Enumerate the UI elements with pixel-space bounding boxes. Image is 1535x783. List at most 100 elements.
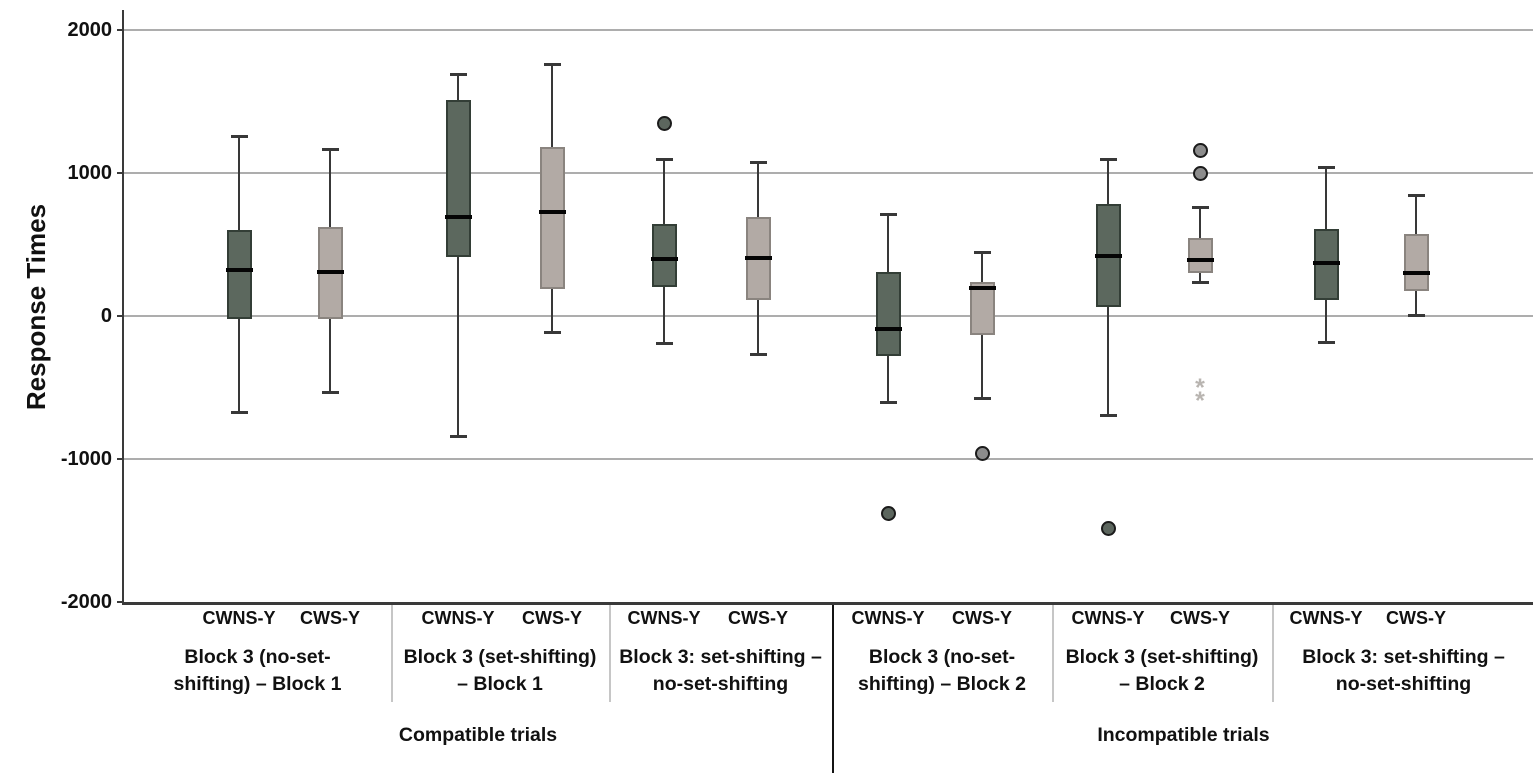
series-label-g4-cwns-y: CWNS-Y bbox=[851, 608, 925, 628]
group-label-1-line1: Block 3 (no-set- bbox=[184, 646, 331, 668]
median-g3-cwns-y bbox=[650, 256, 678, 261]
whisker-cap-top-g3-cwns-y bbox=[655, 157, 673, 161]
gridline--1000 bbox=[124, 458, 1533, 460]
median-g3-cws-y bbox=[744, 256, 772, 261]
y-tick-label-1000: 1000 bbox=[67, 162, 113, 184]
y-tick-label-0: 0 bbox=[100, 305, 112, 327]
extreme-outlier-g5-cws-y-2: * bbox=[1195, 387, 1205, 416]
median-g4-cws-y bbox=[968, 286, 996, 291]
y-tick--1000 bbox=[117, 458, 124, 460]
group-label-4-line2: shifting) – Block 2 bbox=[858, 673, 1026, 695]
series-label-g3-cwns-y: CWNS-Y bbox=[627, 608, 701, 628]
whisker-cap-top-g4-cwns-y bbox=[879, 213, 897, 217]
y-tick-label--1000: -1000 bbox=[60, 448, 112, 470]
whisker-cap-top-g1-cws-y bbox=[321, 147, 339, 151]
outlier-g5-cws-y-1 bbox=[1193, 143, 1208, 159]
median-g1-cwns-y bbox=[225, 268, 253, 273]
group-label-3-line1: Block 3: set-shifting – bbox=[619, 646, 822, 668]
whisker-cap-top-g1-cwns-y bbox=[230, 134, 248, 138]
y-tick-label-2000: 2000 bbox=[67, 19, 113, 41]
median-g5-cws-y bbox=[1186, 258, 1214, 263]
half-label-2: Incompatible trials bbox=[1097, 724, 1270, 746]
subgroup-separator-2 bbox=[609, 605, 611, 702]
whisker-cap-top-g2-cws-y bbox=[543, 63, 561, 67]
group-label-1-line2: shifting) – Block 1 bbox=[173, 673, 342, 695]
whisker-cap-bottom-g6-cwns-y bbox=[1317, 340, 1335, 344]
y-tick-0 bbox=[117, 315, 124, 317]
median-g1-cws-y bbox=[316, 269, 344, 274]
series-label-g3-cws-y: CWS-Y bbox=[728, 608, 788, 628]
whisker-cap-bottom-g6-cws-y bbox=[1407, 313, 1425, 317]
subgroup-separator-4 bbox=[1272, 605, 1274, 702]
median-g6-cwns-y bbox=[1312, 261, 1340, 266]
series-label-g4-cws-y: CWS-Y bbox=[952, 608, 1012, 628]
y-tick-label--2000: -2000 bbox=[60, 591, 112, 613]
series-label-g1-cwns-y: CWNS-Y bbox=[202, 608, 276, 628]
whisker-cap-bottom-g4-cws-y bbox=[973, 396, 991, 400]
group-label-4-line1: Block 3 (no-set- bbox=[868, 646, 1016, 668]
whisker-cap-top-g5-cwns-y bbox=[1099, 157, 1117, 161]
group-label-5-line2: – Block 2 bbox=[1119, 673, 1205, 695]
trials-divider bbox=[832, 605, 834, 773]
box-g5-cws-y bbox=[1187, 238, 1213, 274]
median-g4-cwns-y bbox=[874, 326, 902, 331]
x-axis-line bbox=[122, 602, 1533, 605]
median-g6-cws-y bbox=[1402, 271, 1430, 276]
group-label-6-line2: no-set-shifting bbox=[1335, 673, 1472, 695]
whisker-cap-top-g2-cwns-y bbox=[449, 73, 467, 77]
box-g1-cwns-y bbox=[226, 230, 252, 319]
extreme-outlier-g5-cws-y-1: * bbox=[1195, 373, 1205, 402]
outlier-g5-cws-y-2 bbox=[1193, 166, 1208, 181]
subgroup-separator-1 bbox=[391, 605, 393, 702]
subgroup-separator-3 bbox=[1052, 605, 1054, 702]
outlier-g3-cwns-y-1 bbox=[657, 115, 672, 131]
group-label-2-line1: Block 3 (set-shifting) bbox=[403, 646, 597, 668]
median-g2-cws-y bbox=[538, 209, 566, 214]
y-tick--2000 bbox=[117, 601, 124, 603]
whisker-cap-bottom-g3-cws-y bbox=[749, 352, 767, 356]
series-label-g2-cwns-y: CWNS-Y bbox=[421, 608, 495, 628]
group-label-5-line1: Block 3 (set-shifting) bbox=[1065, 646, 1259, 668]
whisker-cap-top-g6-cws-y bbox=[1407, 194, 1425, 198]
whisker-cap-bottom-g1-cwns-y bbox=[230, 410, 248, 414]
whisker-cap-top-g4-cws-y bbox=[973, 251, 991, 255]
group-label-3-line2: no-set-shifting bbox=[652, 673, 789, 695]
y-tick-2000 bbox=[117, 29, 124, 31]
whisker-cap-bottom-g2-cwns-y bbox=[449, 435, 467, 439]
whisker-cap-bottom-g3-cwns-y bbox=[655, 342, 673, 346]
series-label-g2-cws-y: CWS-Y bbox=[522, 608, 582, 628]
series-label-g1-cws-y: CWS-Y bbox=[300, 608, 360, 628]
series-label-g6-cws-y: CWS-Y bbox=[1386, 608, 1446, 628]
whisker-cap-top-g5-cws-y bbox=[1191, 206, 1209, 210]
median-g5-cwns-y bbox=[1094, 253, 1122, 258]
whisker-cap-top-g3-cws-y bbox=[749, 161, 767, 165]
box-g2-cwns-y bbox=[445, 100, 471, 258]
group-label-6-line1: Block 3: set-shifting – bbox=[1302, 646, 1505, 668]
gridline-2000 bbox=[124, 29, 1533, 31]
outlier-g5-cwns-y-1 bbox=[1101, 520, 1116, 536]
box-g4-cws-y bbox=[969, 281, 995, 335]
whisker-cap-bottom-g4-cwns-y bbox=[879, 400, 897, 404]
series-label-g5-cwns-y: CWNS-Y bbox=[1071, 608, 1145, 628]
gridline-1000 bbox=[124, 172, 1533, 174]
half-label-1: Compatible trials bbox=[398, 724, 558, 746]
median-g2-cwns-y bbox=[444, 215, 472, 220]
whisker-cap-bottom-g2-cws-y bbox=[543, 330, 561, 334]
box-g2-cws-y bbox=[539, 147, 565, 289]
box-g6-cws-y bbox=[1403, 234, 1429, 291]
whisker-cap-bottom-g1-cws-y bbox=[321, 390, 339, 394]
series-label-g6-cwns-y: CWNS-Y bbox=[1289, 608, 1363, 628]
whisker-cap-bottom-g5-cwns-y bbox=[1099, 414, 1117, 418]
y-tick-1000 bbox=[117, 172, 124, 174]
y-axis-line bbox=[122, 10, 124, 605]
outlier-g4-cwns-y-1 bbox=[881, 506, 896, 522]
box-g4-cwns-y bbox=[875, 272, 901, 357]
group-label-2-line2: – Block 1 bbox=[457, 673, 543, 695]
whisker-cap-bottom-g5-cws-y bbox=[1191, 280, 1209, 284]
series-label-g5-cws-y: CWS-Y bbox=[1170, 608, 1230, 628]
box-g3-cwns-y bbox=[651, 223, 677, 288]
gridline-0 bbox=[124, 315, 1533, 317]
outlier-g4-cws-y-1 bbox=[975, 446, 990, 462]
whisker-cap-top-g6-cwns-y bbox=[1317, 166, 1335, 170]
